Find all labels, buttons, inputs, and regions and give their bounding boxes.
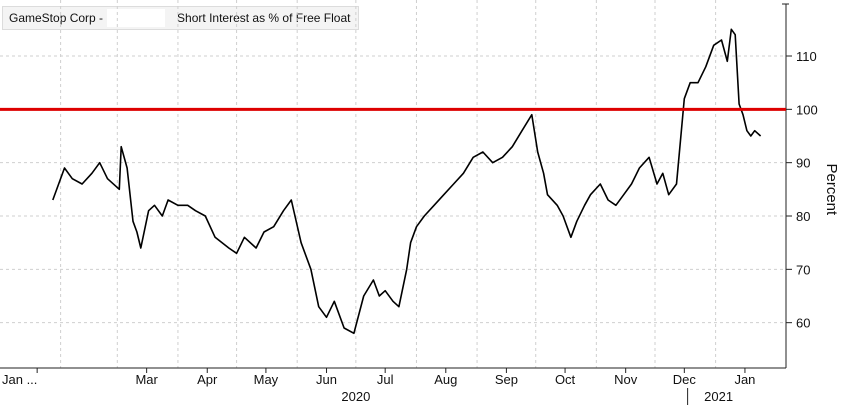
series (52, 28, 762, 335)
x-tick-label: May (254, 372, 279, 387)
x-tick-label: Jun (316, 372, 337, 387)
y-tick-label: 100 (796, 102, 818, 117)
legend-series-label: Short Interest as % of Free Float (177, 11, 351, 25)
series-line (52, 28, 762, 335)
legend-ticker: GameStop Corp - (9, 11, 104, 25)
legend-redaction (107, 9, 166, 27)
y-tick-label: 60 (796, 316, 810, 331)
x-tick-label: Dec (673, 372, 697, 387)
y-tick-label: 70 (796, 262, 810, 277)
x-year-label: 2021 (704, 389, 733, 404)
x-tick-label: Jan ... (2, 372, 37, 387)
x-tick-label: Nov (614, 372, 638, 387)
x-tick-label: Aug (434, 372, 457, 387)
chart-legend: GameStop Corp - Short Interest as % of F… (2, 6, 360, 30)
x-tick-label: Apr (197, 372, 218, 387)
y-tick-label: 90 (796, 156, 810, 171)
grid (0, 0, 786, 368)
axes (0, 3, 792, 405)
x-year-label: 2020 (341, 389, 370, 404)
y-tick-label: 110 (796, 49, 817, 64)
x-tick-label: Jul (377, 372, 394, 387)
x-tick-label: Sep (495, 372, 518, 387)
x-tick-label: Oct (555, 372, 576, 387)
x-tick-label: Mar (135, 372, 158, 387)
y-tick-label: 80 (796, 209, 810, 224)
x-tick-label: Jan (734, 372, 755, 387)
labels: 60 70 80 90 100 110 Jan ... Mar Apr May Jun Jul Aug S… (2, 49, 840, 404)
y-axis-title: Percent (823, 163, 840, 216)
